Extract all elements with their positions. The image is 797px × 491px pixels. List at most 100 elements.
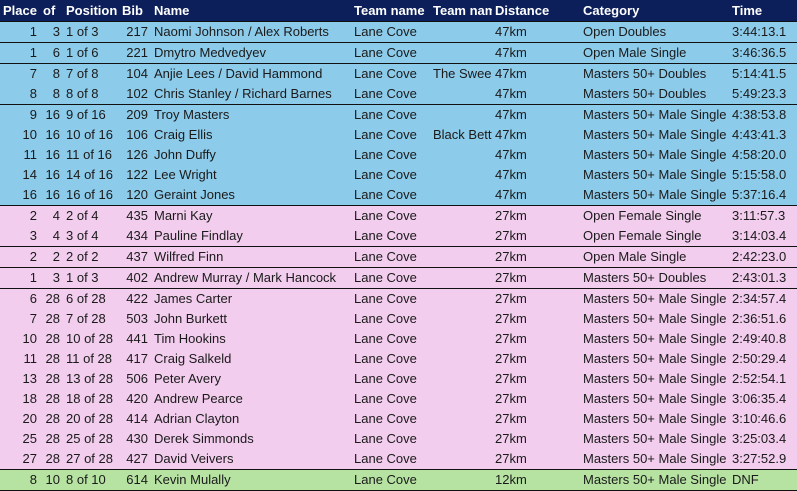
cell-category[interactable]: Masters 50+ Male Single [580, 449, 729, 470]
cell-team2[interactable] [430, 267, 492, 289]
column-header-team[interactable]: Team name [351, 0, 430, 22]
cell-bib[interactable]: 402 [119, 267, 151, 289]
cell-category[interactable]: Masters 50+ Male Single [580, 165, 729, 185]
cell-team[interactable]: Lane Cove [351, 246, 430, 268]
column-header-distance[interactable]: Distance [492, 0, 580, 22]
cell-distance[interactable]: 47km [492, 145, 580, 165]
cell-category[interactable]: Masters 50+ Male Single [580, 469, 729, 491]
cell-place[interactable]: 18 [0, 389, 40, 409]
column-header-place[interactable]: Place [0, 0, 40, 22]
cell-distance[interactable]: 27km [492, 288, 580, 309]
cell-of[interactable]: 16 [40, 185, 63, 206]
cell-bib[interactable]: 430 [119, 429, 151, 449]
cell-team2[interactable] [430, 409, 492, 429]
cell-position[interactable]: 6 of 28 [63, 288, 119, 309]
cell-time[interactable]: 5:37:16.4 [729, 185, 797, 206]
cell-time[interactable]: 3:46:36.5 [729, 42, 797, 64]
cell-of[interactable]: 3 [40, 267, 63, 289]
cell-position[interactable]: 14 of 16 [63, 165, 119, 185]
cell-of[interactable]: 8 [40, 84, 63, 105]
cell-category[interactable]: Open Female Single [580, 226, 729, 247]
cell-team[interactable]: Lane Cove [351, 349, 430, 369]
cell-of[interactable]: 8 [40, 63, 63, 84]
cell-name[interactable]: Lee Wright [151, 165, 351, 185]
cell-position[interactable]: 7 of 8 [63, 63, 119, 84]
cell-category[interactable]: Masters 50+ Male Single [580, 104, 729, 125]
cell-team[interactable]: Lane Cove [351, 165, 430, 185]
cell-time[interactable]: 3:27:52.9 [729, 449, 797, 470]
cell-name[interactable]: Craig Salkeld [151, 349, 351, 369]
cell-team[interactable]: Lane Cove [351, 63, 430, 84]
cell-bib[interactable]: 106 [119, 125, 151, 145]
cell-bib[interactable]: 614 [119, 469, 151, 491]
cell-name[interactable]: Naomi Johnson / Alex Roberts [151, 21, 351, 43]
cell-of[interactable]: 10 [40, 469, 63, 491]
cell-category[interactable]: Open Male Single [580, 246, 729, 268]
column-header-of[interactable]: of [40, 0, 63, 22]
cell-category[interactable]: Masters 50+ Male Single [580, 369, 729, 389]
cell-time[interactable]: DNF [729, 469, 797, 491]
cell-time[interactable]: 2:42:23.0 [729, 246, 797, 268]
column-header-category[interactable]: Category [580, 0, 729, 22]
cell-team2[interactable] [430, 104, 492, 125]
cell-position[interactable]: 10 of 16 [63, 125, 119, 145]
cell-position[interactable]: 1 of 6 [63, 42, 119, 64]
cell-position[interactable]: 18 of 28 [63, 389, 119, 409]
cell-place[interactable]: 2 [0, 246, 40, 268]
cell-bib[interactable]: 506 [119, 369, 151, 389]
cell-distance[interactable]: 47km [492, 63, 580, 84]
cell-distance[interactable]: 27km [492, 226, 580, 247]
cell-place[interactable]: 16 [0, 185, 40, 206]
cell-team[interactable]: Lane Cove [351, 288, 430, 309]
cell-time[interactable]: 3:44:13.1 [729, 21, 797, 43]
cell-team[interactable]: Lane Cove [351, 429, 430, 449]
cell-name[interactable]: Anjie Lees / David Hammond [151, 63, 351, 84]
cell-of[interactable]: 28 [40, 309, 63, 329]
cell-team[interactable]: Lane Cove [351, 226, 430, 247]
cell-time[interactable]: 3:10:46.6 [729, 409, 797, 429]
cell-distance[interactable]: 47km [492, 185, 580, 206]
cell-position[interactable]: 1 of 3 [63, 21, 119, 43]
cell-bib[interactable]: 441 [119, 329, 151, 349]
cell-distance[interactable]: 47km [492, 104, 580, 125]
cell-team2[interactable] [430, 165, 492, 185]
cell-name[interactable]: Kevin Mulally [151, 469, 351, 491]
cell-team[interactable]: Lane Cove [351, 145, 430, 165]
cell-position[interactable]: 13 of 28 [63, 369, 119, 389]
cell-category[interactable]: Masters 50+ Male Single [580, 288, 729, 309]
cell-team2[interactable] [430, 329, 492, 349]
cell-time[interactable]: 3:06:35.4 [729, 389, 797, 409]
cell-category[interactable]: Open Doubles [580, 21, 729, 43]
cell-position[interactable]: 9 of 16 [63, 104, 119, 125]
cell-category[interactable]: Masters 50+ Male Single [580, 389, 729, 409]
cell-distance[interactable]: 27km [492, 349, 580, 369]
cell-place[interactable]: 8 [0, 84, 40, 105]
cell-position[interactable]: 16 of 16 [63, 185, 119, 206]
cell-position[interactable]: 2 of 2 [63, 246, 119, 268]
cell-of[interactable]: 2 [40, 246, 63, 268]
cell-category[interactable]: Open Female Single [580, 205, 729, 226]
cell-of[interactable]: 6 [40, 42, 63, 64]
cell-distance[interactable]: 47km [492, 21, 580, 43]
cell-bib[interactable]: 503 [119, 309, 151, 329]
cell-team[interactable]: Lane Cove [351, 185, 430, 206]
cell-time[interactable]: 3:11:57.3 [729, 205, 797, 226]
cell-team[interactable]: Lane Cove [351, 125, 430, 145]
cell-distance[interactable]: 27km [492, 267, 580, 289]
cell-distance[interactable]: 27km [492, 205, 580, 226]
cell-position[interactable]: 27 of 28 [63, 449, 119, 470]
cell-name[interactable]: Adrian Clayton [151, 409, 351, 429]
cell-time[interactable]: 2:52:54.1 [729, 369, 797, 389]
cell-of[interactable]: 16 [40, 165, 63, 185]
cell-of[interactable]: 16 [40, 104, 63, 125]
cell-place[interactable]: 10 [0, 329, 40, 349]
cell-bib[interactable]: 221 [119, 42, 151, 64]
cell-team2[interactable] [430, 21, 492, 43]
cell-team[interactable]: Lane Cove [351, 389, 430, 409]
cell-bib[interactable]: 435 [119, 205, 151, 226]
cell-name[interactable]: Geraint Jones [151, 185, 351, 206]
cell-time[interactable]: 2:50:29.4 [729, 349, 797, 369]
cell-distance[interactable]: 27km [492, 309, 580, 329]
cell-team2[interactable] [430, 226, 492, 247]
cell-position[interactable]: 20 of 28 [63, 409, 119, 429]
